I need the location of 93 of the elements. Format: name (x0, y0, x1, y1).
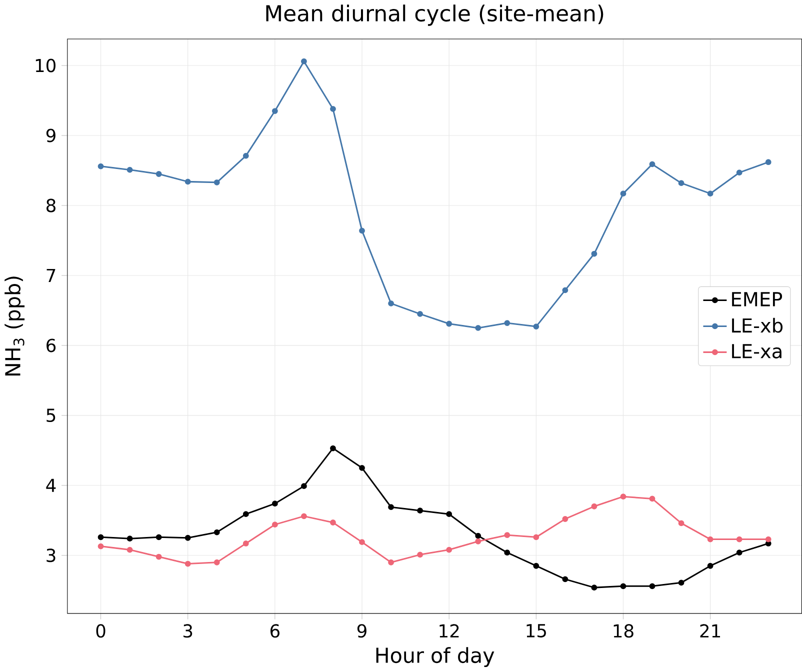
y-tick-label: 3 (46, 548, 56, 562)
point (242, 540, 249, 547)
point (736, 170, 742, 176)
point (475, 538, 482, 545)
point (707, 563, 714, 570)
point (242, 153, 249, 159)
x-tick-label: 0 (96, 624, 106, 638)
point (300, 513, 307, 520)
point (649, 161, 656, 168)
y-tick-label: 7 (46, 269, 56, 282)
y-axis-title: NH$_{3}$ (ppb) (4, 276, 25, 376)
point (156, 554, 162, 560)
point (591, 251, 598, 257)
point (533, 563, 540, 570)
point (446, 511, 452, 518)
legend-label: LE-xa (732, 344, 782, 359)
point (736, 536, 742, 542)
x-axis-title: Hour of day (376, 647, 494, 668)
point (475, 325, 482, 332)
y-tick-label: 4 (46, 479, 56, 492)
point (620, 190, 626, 197)
point (446, 320, 452, 327)
point (591, 584, 598, 591)
point (504, 532, 510, 538)
y-tick-label: 5 (46, 408, 56, 422)
point (562, 576, 568, 582)
point (649, 496, 656, 502)
point (214, 560, 220, 566)
point (678, 180, 684, 186)
point (417, 311, 423, 318)
point (707, 536, 714, 542)
point (359, 465, 365, 472)
legend-label: LE-xb (732, 318, 783, 333)
legend-label: EMEP (732, 292, 782, 306)
point (272, 500, 278, 507)
chart-title: Mean diurnal cycle (site-mean) (266, 4, 604, 26)
x-tick-label: 21 (700, 624, 720, 638)
point (272, 522, 278, 528)
x-tick-label: 15 (526, 624, 546, 638)
point (300, 58, 307, 64)
point (184, 535, 191, 542)
y-tick-label: 6 (46, 338, 56, 352)
point (126, 167, 133, 173)
point (765, 159, 772, 166)
point (620, 494, 626, 500)
point (98, 164, 104, 170)
point (446, 547, 452, 553)
point (649, 583, 656, 590)
point (242, 511, 249, 518)
x-tick-label: 3 (184, 624, 192, 638)
y-tick-label: 9 (46, 128, 56, 142)
point (591, 504, 598, 510)
point (98, 544, 104, 550)
point (504, 320, 510, 326)
point (359, 228, 365, 234)
point (300, 483, 307, 490)
point (620, 583, 626, 590)
point (330, 446, 336, 452)
point (214, 530, 220, 536)
point (272, 108, 278, 114)
x-tick-label: 6 (270, 624, 280, 638)
point (562, 516, 568, 522)
point (504, 550, 510, 556)
point (388, 560, 394, 566)
point (765, 536, 772, 542)
point (330, 106, 336, 112)
point (330, 520, 336, 526)
point (678, 580, 684, 586)
y-tick-label: 10 (36, 58, 56, 72)
point (562, 287, 568, 294)
x-tick-label: 9 (357, 624, 366, 638)
point (707, 190, 714, 197)
point (156, 534, 162, 540)
point (214, 180, 220, 186)
point (359, 539, 365, 546)
point (126, 547, 133, 553)
point (533, 534, 540, 540)
point (184, 561, 191, 567)
point (388, 300, 394, 307)
point (184, 178, 191, 185)
x-tick-label: 12 (440, 624, 459, 638)
point (678, 520, 684, 526)
y-tick-label: 8 (46, 198, 56, 212)
point (475, 533, 482, 539)
point (126, 536, 133, 542)
point (388, 504, 394, 510)
point (417, 552, 423, 558)
point (417, 508, 423, 514)
x-tick-label: 18 (614, 624, 634, 638)
point (533, 324, 540, 330)
point (736, 550, 742, 556)
point (98, 534, 104, 540)
point (156, 171, 162, 178)
